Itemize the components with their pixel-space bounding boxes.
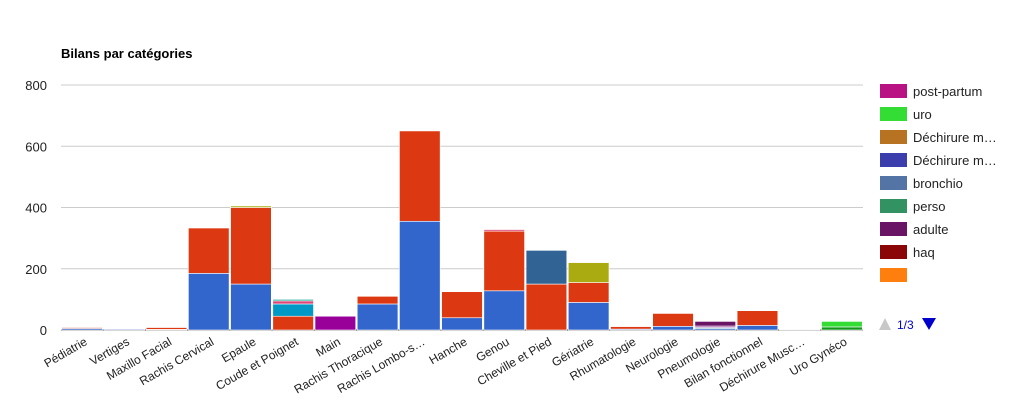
y-tick-label: 0 xyxy=(40,323,47,338)
legend-next-page-icon[interactable] xyxy=(922,318,936,330)
legend-page-indicator: 1/3 xyxy=(897,318,914,332)
legend-swatch xyxy=(880,130,907,144)
bar-segment[interactable] xyxy=(736,310,779,326)
bar-segment[interactable] xyxy=(567,302,610,331)
bar-segment[interactable] xyxy=(272,299,314,302)
bar-segment[interactable] xyxy=(230,283,272,331)
y-tick-label: 600 xyxy=(25,139,47,154)
legend-swatch xyxy=(880,84,907,98)
legend-label: perso xyxy=(913,199,946,214)
bar-segment[interactable] xyxy=(230,205,272,208)
bar-segment[interactable] xyxy=(399,130,441,222)
y-axis-ticks: 0 200 400 600 800 xyxy=(25,78,47,338)
bar-segment[interactable] xyxy=(314,315,357,331)
legend-swatch xyxy=(880,245,907,259)
bar-segment[interactable] xyxy=(230,207,272,285)
legend-label: bronchio xyxy=(913,176,963,191)
bar-segment[interactable] xyxy=(483,230,525,292)
legend-label: post-partum xyxy=(913,84,982,99)
legend-label: haq xyxy=(913,245,935,260)
legend-swatch xyxy=(880,107,907,121)
bar-segment[interactable] xyxy=(652,313,694,327)
bar-segment[interactable] xyxy=(272,300,314,305)
legend-swatch xyxy=(880,268,907,282)
bar-segment[interactable] xyxy=(441,291,483,319)
legend-prev-page-icon[interactable] xyxy=(879,318,891,330)
legend: post-partum uro Déchirure m… Déchirure m… br… xyxy=(880,84,997,282)
bar-segment[interactable] xyxy=(399,220,441,331)
bar-segment[interactable] xyxy=(610,326,652,330)
bar-segment[interactable] xyxy=(188,227,230,274)
x-category-label: Rachis Cervical xyxy=(137,334,216,388)
legend-label: Déchirure m… xyxy=(913,130,997,145)
bar-segment[interactable] xyxy=(145,327,188,330)
legend-swatch xyxy=(880,176,907,190)
bar-segment[interactable] xyxy=(525,250,568,285)
bar-segment[interactable] xyxy=(356,296,399,305)
y-tick-label: 200 xyxy=(25,262,47,277)
x-category-label: Hanche xyxy=(427,334,470,367)
bar-segment[interactable] xyxy=(567,282,610,303)
x-category-label: Pédiatrie xyxy=(42,334,90,370)
x-category-label: Cheville et Pied xyxy=(475,334,554,388)
bar-segment[interactable] xyxy=(736,325,779,331)
legend-pager: 1/3 xyxy=(879,318,936,332)
bar-segment[interactable] xyxy=(272,303,314,317)
bars xyxy=(61,130,863,331)
bar-segment[interactable] xyxy=(567,262,610,283)
bar-segment[interactable] xyxy=(272,315,314,331)
bar-segment[interactable] xyxy=(356,303,399,331)
y-tick-label: 400 xyxy=(25,201,47,216)
bar-segment[interactable] xyxy=(61,327,103,329)
bar-segment[interactable] xyxy=(525,283,568,331)
bar-segment[interactable] xyxy=(483,290,525,331)
bar-segment[interactable] xyxy=(779,329,821,331)
bar-segment[interactable] xyxy=(441,317,483,331)
x-category-label: Main xyxy=(313,334,343,359)
bar-segment[interactable] xyxy=(694,321,736,327)
legend-swatch xyxy=(880,199,907,213)
legend-label: uro xyxy=(913,107,932,122)
bar-segment[interactable] xyxy=(483,229,525,232)
y-tick-label: 800 xyxy=(25,78,47,93)
legend-swatch xyxy=(880,222,907,236)
legend-label: adulte xyxy=(913,222,948,237)
bar-segment[interactable] xyxy=(821,321,863,328)
bar-segment[interactable] xyxy=(652,326,694,331)
legend-swatch xyxy=(880,153,907,167)
bar-segment[interactable] xyxy=(821,326,863,331)
legend-label: Déchirure m… xyxy=(913,153,997,168)
bar-segment[interactable] xyxy=(188,273,230,331)
chart-title: Bilans par catégories xyxy=(61,46,193,61)
